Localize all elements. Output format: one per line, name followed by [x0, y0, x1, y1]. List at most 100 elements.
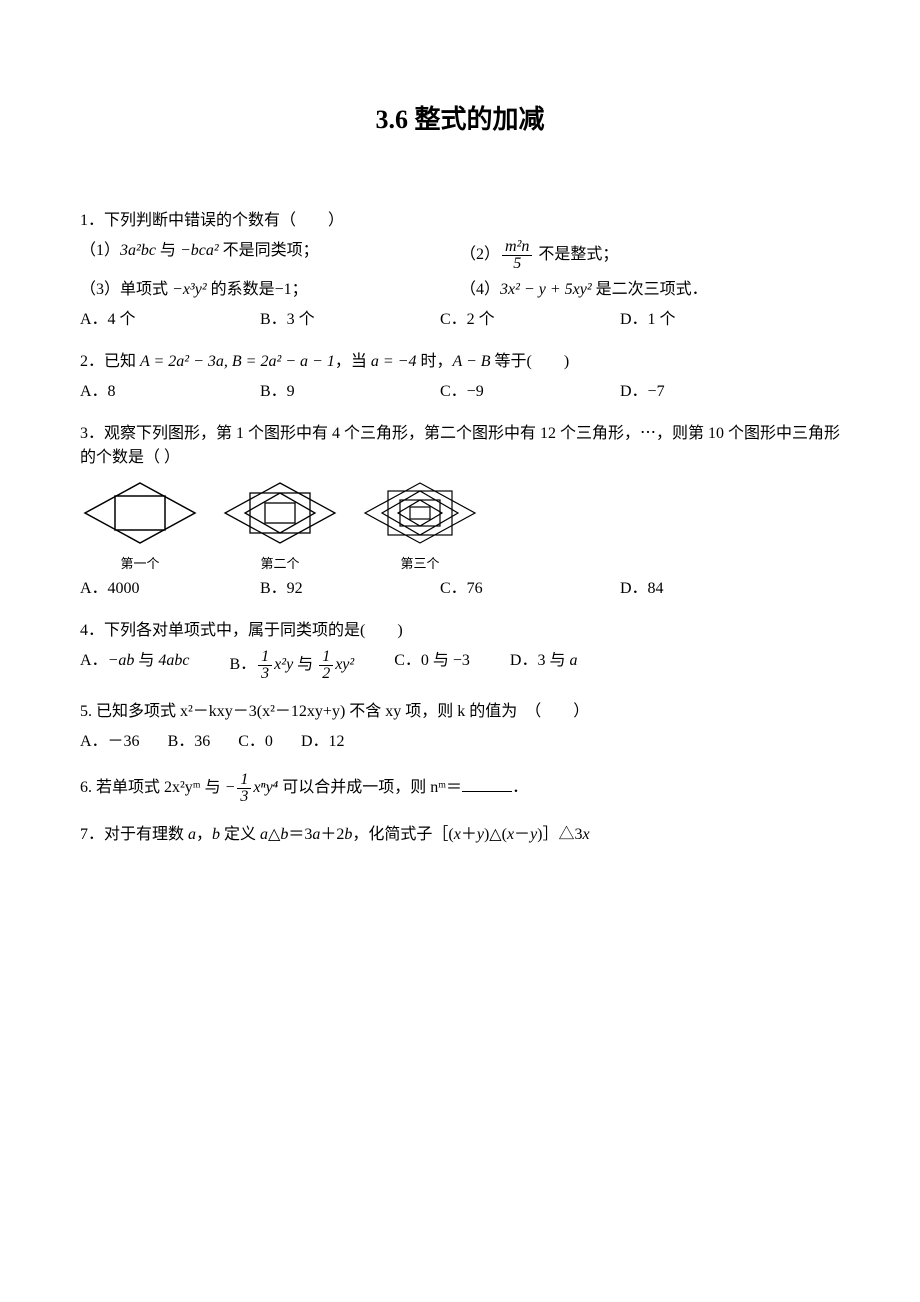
q1-opt-d: D．1 个 — [620, 308, 800, 332]
q4-a-a: A． — [80, 652, 108, 669]
q6-d: ． — [512, 779, 528, 796]
q3-opt-b: B．92 — [260, 577, 440, 601]
q4-b-f2-n: 1 — [319, 649, 333, 666]
q1-s2-num: m²n — [502, 239, 532, 256]
q3-cap-3: 第三个 — [360, 554, 480, 574]
q1-item-4: （4）3x² − y + 5xy² 是二次三项式． — [460, 278, 840, 302]
q1-opt-c: C．2 个 — [440, 308, 620, 332]
q1-s4-b: 3x² − y + 5xy² — [500, 281, 592, 298]
q6-neg: − — [225, 779, 236, 796]
q1-s2-a: （2） — [460, 246, 500, 263]
q6-f-n: 1 — [237, 772, 251, 789]
q4-b-mid: 与 — [293, 656, 317, 673]
q7-n: x — [454, 826, 461, 843]
q4-opt-b: B．13x²y 与 12xy² — [229, 649, 354, 682]
q2-opt-b: B．9 — [260, 380, 440, 404]
q6-frac: 13 — [237, 772, 251, 805]
q1-s2-frac: m²n5 — [502, 239, 532, 272]
q2-g: 等于( ) — [491, 353, 570, 370]
q3-cap-2: 第二个 — [220, 554, 340, 574]
q7-d: b — [212, 826, 220, 843]
q1-s3-c: 的系数是−1； — [207, 281, 308, 298]
q6-a: 6. 若单项式 2x²yᵐ 与 — [80, 779, 225, 796]
q1-s2-den: 5 — [502, 256, 532, 272]
q1-s3-a: （3）单项式 — [80, 281, 172, 298]
q1-opt-a: A．4 个 — [80, 308, 260, 332]
question-3: 3．观察下列图形，第 1 个图形中有 4 个三角形，第二个图形中有 12 个三角… — [80, 422, 840, 601]
q7-q: )△( — [484, 826, 507, 843]
question-7: 7．对于有理数 a，b 定义 a△b＝3a＋2b，化简式子［(x＋y)△(x－y… — [80, 823, 840, 847]
q2-e: 时， — [416, 353, 452, 370]
q3-fig-2: 第二个 — [220, 478, 340, 573]
q7-p: y — [477, 826, 484, 843]
diamond-icon — [360, 478, 480, 548]
q1-opt-b: B．3 个 — [260, 308, 440, 332]
q6-c: 可以合并成一项，则 nᵐ＝ — [278, 779, 462, 796]
q1-s2-b: 不是整式； — [534, 246, 618, 263]
q3-fig-3: 第三个 — [360, 478, 480, 573]
q1-s3-b: −x³y² — [172, 281, 207, 298]
q1-s4-a: （4） — [460, 281, 500, 298]
q1-s4-c: 是二次三项式． — [592, 281, 708, 298]
q2-d: a = −4 — [371, 353, 417, 370]
q7-s: － — [514, 826, 530, 843]
q5-opt-b: B．36 — [168, 730, 211, 754]
q4-b-f1: 13 — [258, 649, 272, 682]
page-title: 3.6 整式的加减 — [80, 100, 840, 139]
q4-a-b: −ab — [108, 652, 135, 669]
q7-g: △ — [268, 826, 280, 843]
question-6: 6. 若单项式 2x²yᵐ 与 −13xⁿy⁴ 可以合并成一项，则 nᵐ＝ ． — [80, 772, 840, 805]
q2-opt-c: C．−9 — [440, 380, 620, 404]
q4-options: A．−ab 与 4abc B．13x²y 与 12xy² C．0 与 −3 D．… — [80, 649, 840, 682]
question-1: 1．下列判断中错误的个数有（ ） （1）3a²bc 与 −bca² 不是同类项；… — [80, 209, 840, 332]
q3-opt-d: D．84 — [620, 577, 800, 601]
q1-subrow-1: （1）3a²bc 与 −bca² 不是同类项； （2）m²n5 不是整式； — [80, 239, 840, 272]
q7-f: a — [260, 826, 268, 843]
q3-opt-c: C．76 — [440, 577, 620, 601]
q1-options: A．4 个 B．3 个 C．2 个 D．1 个 — [80, 308, 840, 332]
q4-opt-d: D．3 与 a — [510, 649, 578, 682]
q1-item-1: （1）3a²bc 与 −bca² 不是同类项； — [80, 239, 460, 272]
q2-b: A = 2a² − 3a, B = 2a² − a − 1 — [140, 353, 335, 370]
q7-k: ＋2 — [320, 826, 344, 843]
q4-d-b: a — [569, 652, 577, 669]
q3-options: A．4000 B．92 C．76 D．84 — [80, 577, 840, 601]
diamond-icon — [220, 478, 340, 548]
q2-f: A − B — [452, 353, 490, 370]
q4-b-m1: x²y — [274, 656, 293, 673]
q7-a: 7．对于有理数 — [80, 826, 188, 843]
q7-r: x — [507, 826, 514, 843]
q4-stem: 4．下列各对单项式中，属于同类项的是( ) — [80, 619, 840, 643]
q3-figures: 第一个 第二个 第三 — [80, 478, 840, 573]
q2-opt-a: A．8 — [80, 380, 260, 404]
q1-s1-b: 3a²bc — [120, 242, 156, 259]
q4-a-c: 与 — [134, 652, 158, 669]
q2-c: ，当 — [335, 353, 371, 370]
q3-stem: 3．观察下列图形，第 1 个图形中有 4 个三角形，第二个图形中有 12 个三角… — [80, 422, 840, 470]
q6-b: xⁿy⁴ — [253, 779, 278, 796]
q4-b-m2: xy² — [335, 656, 354, 673]
q1-s1-a: （1） — [80, 242, 120, 259]
q4-b-f2: 12 — [319, 649, 333, 682]
q5-opt-d: D．12 — [301, 730, 345, 754]
q7-e: 定义 — [220, 826, 260, 843]
q4-a-d: 4abc — [158, 652, 189, 669]
q4-d-a: D．3 与 — [510, 652, 570, 669]
question-2: 2．已知 A = 2a² − 3a, B = 2a² − a − 1，当 a =… — [80, 350, 840, 404]
q4-b-f1-d: 3 — [258, 666, 272, 682]
q1-s1-e: 不是同类项； — [219, 242, 319, 259]
q4-b-f2-d: 2 — [319, 666, 333, 682]
question-5: 5. 已知多项式 x²－kxy－3(x²－12xy+y) 不含 xy 项，则 k… — [80, 700, 840, 754]
q7-b: a — [188, 826, 196, 843]
q4-opt-c: C．0 与 −3 — [394, 649, 470, 682]
question-4: 4．下列各对单项式中，属于同类项的是( ) A．−ab 与 4abc B．13x… — [80, 619, 840, 682]
q1-s1-d: −bca² — [180, 242, 219, 259]
q2-stem: 2．已知 A = 2a² − 3a, B = 2a² − a − 1，当 a =… — [80, 350, 840, 374]
q1-s1-c: 与 — [156, 242, 180, 259]
q7-v: x — [583, 826, 590, 843]
q3-opt-a: A．4000 — [80, 577, 260, 601]
q7-u: )］△3 — [537, 826, 582, 843]
q2-a: 2．已知 — [80, 353, 140, 370]
q3-fig-1: 第一个 — [80, 478, 200, 573]
q4-b-f1-n: 1 — [258, 649, 272, 666]
